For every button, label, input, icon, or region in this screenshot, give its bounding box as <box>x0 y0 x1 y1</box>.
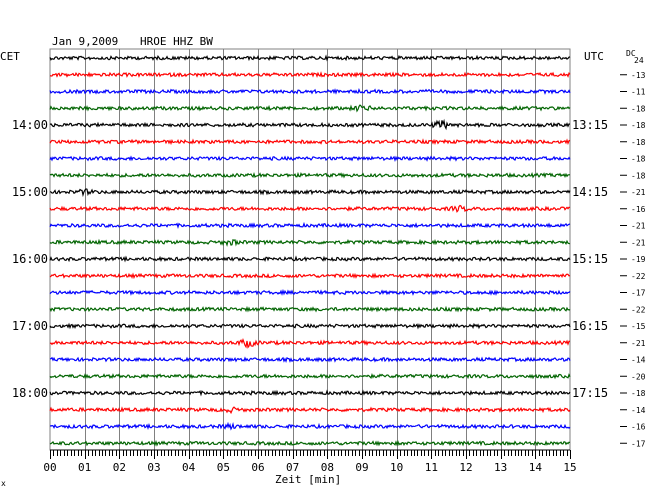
trace-line <box>49 138 571 146</box>
x-tick-label: 15 <box>563 461 576 474</box>
left-time-label: 17:00 <box>12 319 48 333</box>
trace-line <box>49 305 571 313</box>
trace-line <box>49 356 571 364</box>
x-tick-label: 02 <box>113 461 126 474</box>
trace-line <box>49 439 571 447</box>
trace-line <box>49 288 571 296</box>
x-tick-label: 06 <box>251 461 264 474</box>
trace-line <box>49 421 571 431</box>
trace-line <box>49 373 571 380</box>
dc-offset-label: -18 <box>631 138 646 147</box>
dc-offset-label: -21 <box>631 188 646 197</box>
dc-offset-label: -16 <box>631 423 646 432</box>
right-time-label: 16:15 <box>572 319 608 333</box>
dc-offset-label: -19 <box>631 255 646 264</box>
x-tick-label: 07 <box>286 461 299 474</box>
left-time-label: 16:00 <box>12 252 48 266</box>
right-time-label: 15:15 <box>572 252 608 266</box>
dc-offset-label: -21 <box>631 238 646 247</box>
dc-offset-label: -22 <box>631 272 646 281</box>
dc-offset-label: -15 <box>631 322 646 331</box>
trace-line <box>49 204 571 213</box>
left-timezone-label: CET <box>0 50 20 63</box>
trace-line <box>49 54 571 62</box>
trace-line <box>49 322 571 330</box>
x-tick-label: 05 <box>217 461 230 474</box>
trace-line <box>49 255 571 263</box>
x-tick-label: 09 <box>355 461 368 474</box>
seismic-traces <box>49 54 571 447</box>
x-tick-label: 14 <box>529 461 543 474</box>
header-station: HROE HHZ BW <box>140 35 213 48</box>
trace-line <box>49 337 571 349</box>
trace-line <box>49 188 571 198</box>
dc-label: DC <box>626 49 636 58</box>
dc-offset-label: -18 <box>631 104 646 113</box>
dc-offset-label: -20 <box>631 372 646 381</box>
x-tick-label: 12 <box>459 461 472 474</box>
x-tick-label: 11 <box>425 461 438 474</box>
x-tick-label: 13 <box>494 461 507 474</box>
left-time-label: 15:00 <box>12 185 48 199</box>
dc-offset-label: -18 <box>631 389 646 398</box>
trace-line <box>49 238 571 247</box>
trace-line <box>49 88 571 95</box>
dc-offset-label: -16 <box>631 205 646 214</box>
dc-offset-label: -11 <box>631 88 646 97</box>
trace-line <box>49 221 571 229</box>
x-tick-label: 04 <box>182 461 196 474</box>
x-tick-label: 00 <box>43 461 56 474</box>
trace-line <box>49 171 571 179</box>
trace-line <box>49 155 571 163</box>
dc-offset-label: -21 <box>631 339 646 348</box>
dc-offset-label: -21 <box>631 222 646 231</box>
left-time-label: 18:00 <box>12 386 48 400</box>
dc-offset-label: -18 <box>631 155 646 164</box>
dc-offset-label: -17 <box>631 439 646 448</box>
x-tick-label: 10 <box>390 461 403 474</box>
x-tick-label: 01 <box>78 461 91 474</box>
time-labels: 14:00 15:00 16:00 17:00 18:00 13:15 14:15 15:15… <box>12 71 646 449</box>
dc-offset-label: -18 <box>631 171 646 180</box>
dc-offset-label: -22 <box>631 305 646 314</box>
dc-offset-first: 24 <box>634 56 644 65</box>
x-axis-title: Zeit [min] <box>275 473 341 486</box>
trace-line <box>49 406 571 415</box>
right-time-label: 17:15 <box>572 386 608 400</box>
right-time-label: 14:15 <box>572 185 608 199</box>
trace-line <box>49 389 571 397</box>
dc-offset-label: -18 <box>631 121 646 130</box>
trace-line <box>49 71 571 78</box>
trace-line <box>49 118 571 131</box>
right-timezone-label: UTC <box>584 50 604 63</box>
x-axis: 00 01 02 03 04 05 06 07 08 09 10 11 12 13 14 15 <box>43 449 577 474</box>
right-time-label: 13:15 <box>572 118 608 132</box>
dc-offset-label: -17 <box>631 289 646 298</box>
dc-offset-label: -13 <box>631 71 646 80</box>
corner-mark: x <box>1 479 6 488</box>
trace-line <box>49 272 571 280</box>
x-tick-label: 08 <box>321 461 334 474</box>
header-date: Jan 9,2009 <box>52 35 118 48</box>
dc-offset-label: -14 <box>631 406 646 415</box>
left-time-label: 14:00 <box>12 118 48 132</box>
x-tick-label: 03 <box>147 461 160 474</box>
trace-line <box>49 104 571 113</box>
dc-offset-label: -14 <box>631 356 646 365</box>
minute-gridlines <box>49 48 571 451</box>
